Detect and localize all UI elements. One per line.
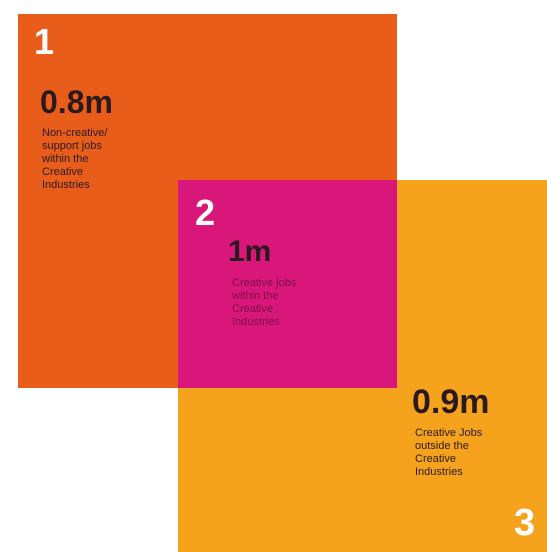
segment-2-description: Creative jobs within the Creative Indust… bbox=[232, 277, 297, 328]
segment-3-description: Creative Jobs outside the Creative Indus… bbox=[415, 427, 483, 478]
segment-1-number: 1 bbox=[34, 21, 55, 62]
segment-1-description: Non-creative/ support jobs within the Cr… bbox=[42, 127, 108, 191]
segment-1-value: 0.8m bbox=[40, 84, 113, 120]
segment-2-overlap-block bbox=[178, 180, 397, 388]
segment-2-value: 1m bbox=[228, 235, 272, 268]
segment-2-number: 2 bbox=[195, 192, 216, 233]
segment-3-value: 0.9m bbox=[412, 383, 490, 421]
segment-3-number: 3 bbox=[514, 502, 536, 544]
